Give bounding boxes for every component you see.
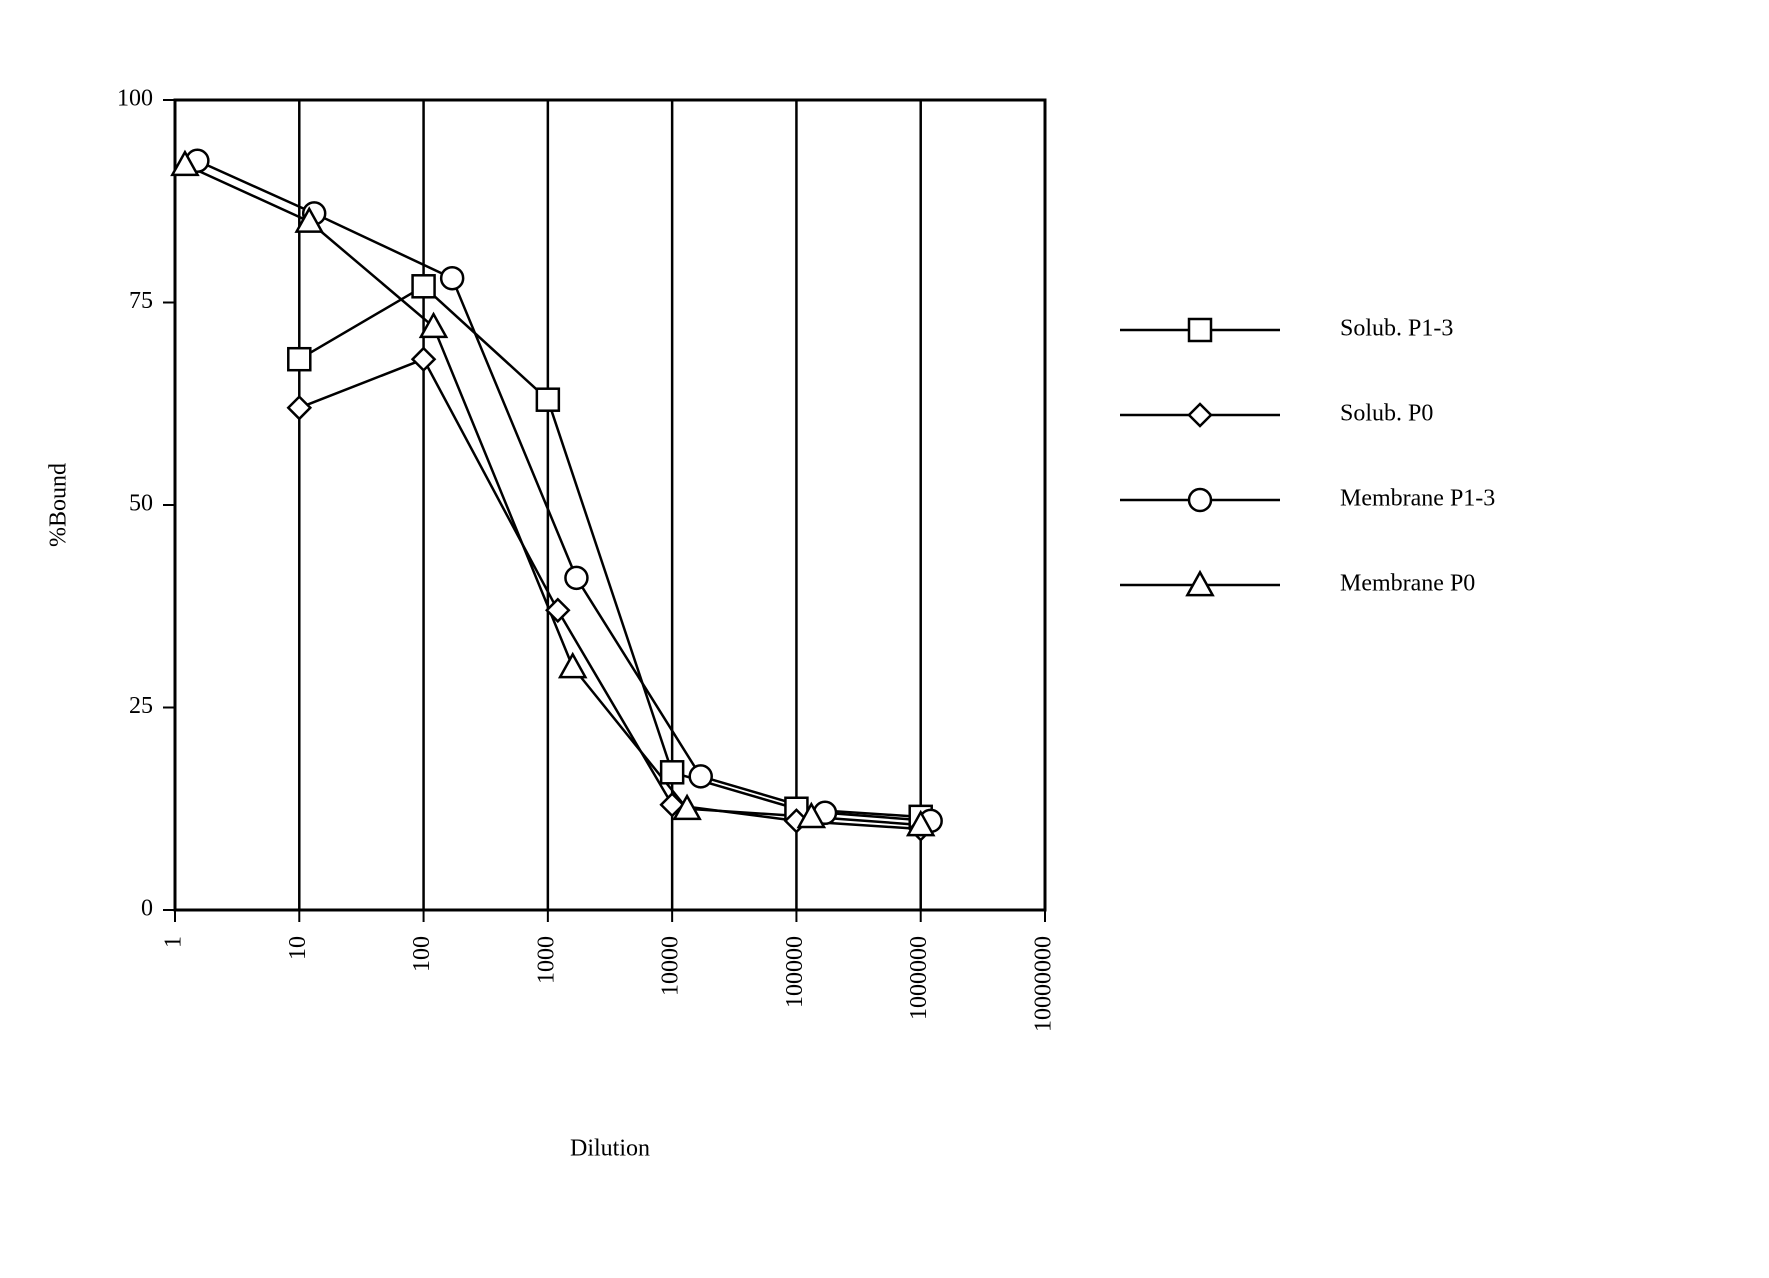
y-tick-label: 100 [117,86,153,112]
legend-label: Membrane P1-3 [1340,486,1495,512]
circle-marker [690,765,712,787]
x-axis-label: Dilution [570,1136,650,1162]
square-marker [288,348,310,370]
legend-label: Solub. P1-3 [1340,316,1453,342]
square-marker [537,389,559,411]
square-marker [413,275,435,297]
legend-label: Solub. P0 [1340,401,1433,427]
x-tick-label: 10000 [658,936,684,996]
dilution-bound-chart: 0 25 50 75 100 1 10 100 1000 10000 100000 1000000 10… [0,0,1769,1278]
circle-marker [441,267,463,289]
y-tick-label: 0 [141,896,153,922]
y-tick-label: 75 [129,288,153,314]
chart-container: 0 25 50 75 100 1 10 100 1000 10000 100000 1000000 10… [0,0,1769,1278]
square-marker [1189,319,1211,341]
x-tick-label: 100 [409,936,435,972]
x-tick-label: 10000000 [1031,936,1057,1032]
x-tick-label: 10 [285,936,311,960]
x-tick-label: 1000000 [906,936,932,1020]
x-tick-label: 1000 [533,936,559,984]
legend-label: Membrane P0 [1340,571,1475,597]
y-tick-label: 25 [129,693,153,719]
x-tick-label: 1 [161,936,187,948]
circle-marker [1189,489,1211,511]
square-marker [661,761,683,783]
y-tick-label: 50 [129,491,153,517]
y-axis-label: %Bound [46,463,72,547]
circle-marker [565,567,587,589]
x-tick-label: 100000 [782,936,808,1008]
